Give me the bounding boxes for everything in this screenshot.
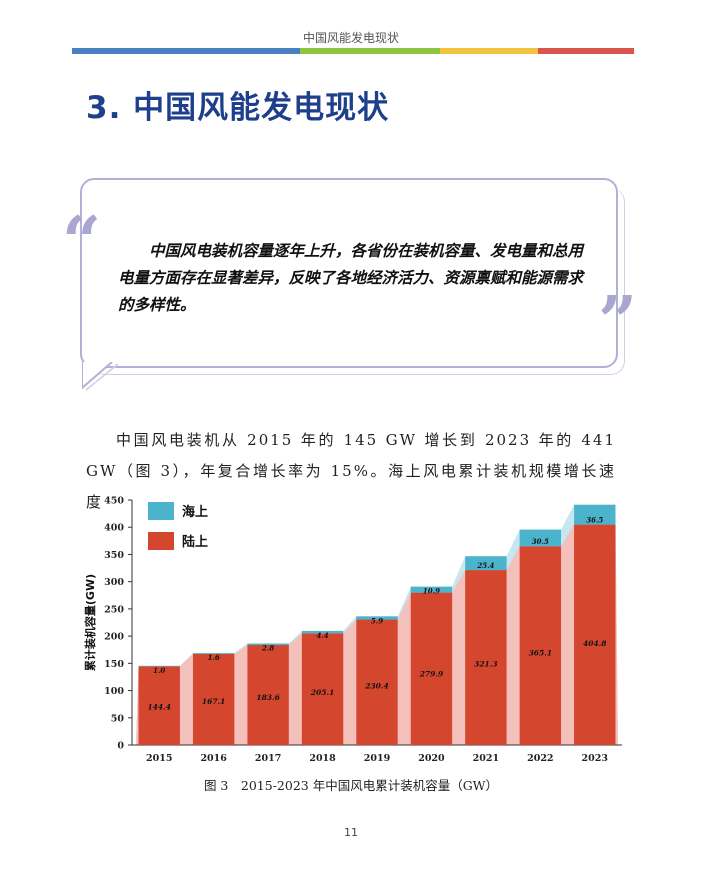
color-bar-yellow: [440, 48, 539, 54]
y-tick-label: 300: [104, 577, 124, 588]
data-label-offshore: 1.0: [153, 666, 165, 675]
data-label-onshore: 404.8: [583, 639, 607, 648]
quote-text: 中国风电装机容量逐年上升，各省份在装机容量、发电量和总用电量方面存在显著差异，反…: [118, 241, 584, 314]
data-label-onshore: 144.4: [147, 703, 171, 712]
y-tick-label: 450: [104, 496, 124, 507]
bar-onshore: [247, 645, 289, 745]
data-label-onshore: 205.1: [310, 688, 335, 697]
body-paragraph: 中国风电装机从 2015 年的 145 GW 增长到 2023 年的 441 G…: [86, 431, 616, 511]
y-tick-label: 200: [104, 632, 124, 643]
bar-onshore: [138, 666, 180, 745]
x-tick-label: 2015: [146, 753, 172, 764]
data-label-onshore: 183.6: [256, 693, 280, 702]
y-tick-label: 150: [104, 659, 124, 670]
data-label-offshore: 10.9: [423, 587, 440, 596]
quote-tail: [82, 362, 119, 391]
color-bar-blue: [72, 48, 300, 54]
bar-onshore: [465, 570, 507, 745]
x-tick-label: 2019: [364, 753, 391, 764]
data-label-onshore: 365.1: [529, 649, 553, 658]
wind-capacity-chart: 0 50 100 150 200 250 300 350 400 450 累计装机容量(GW) 144…: [83, 496, 622, 764]
data-label-offshore: 2.8: [261, 644, 274, 653]
y-tick-label: 250: [104, 604, 124, 615]
data-label-onshore: 167.1: [202, 697, 226, 706]
bar-offshore: [301, 630, 344, 634]
data-label-onshore: 321.3: [474, 659, 498, 668]
y-axis-title: 累计装机容量(GW): [83, 574, 97, 671]
bar-offshore: [410, 586, 453, 593]
running-header: 中国风能发电现状: [302, 31, 399, 45]
data-label-onshore: 230.4: [364, 682, 389, 691]
bar-offshore: [356, 616, 398, 620]
figure-caption: 图 3 2015-2023 年中国风电累计装机容量（GW）: [203, 778, 499, 793]
bar-onshore: [301, 633, 344, 745]
legend-label: 陆上: [182, 534, 208, 550]
bar-onshore: [192, 654, 235, 745]
open-quote-icon: “: [62, 202, 102, 282]
x-tick-label: 2022: [527, 753, 553, 764]
bar-offshore: [465, 556, 507, 571]
data-label-offshore: 30.5: [532, 537, 549, 546]
data-label-offshore: 1.6: [208, 653, 220, 662]
data-label-onshore: 279.9: [419, 669, 444, 678]
section-title: 3. 中国风能发电现状: [86, 90, 390, 126]
bar-onshore: [356, 619, 398, 745]
x-tick-label: 2016: [200, 753, 227, 764]
x-tick-label: 2017: [255, 753, 281, 764]
y-tick-label: 350: [104, 550, 124, 561]
data-label-offshore: 36.5: [586, 516, 603, 525]
bar-offshore: [192, 653, 235, 655]
close-quote-icon: ”: [598, 282, 638, 362]
y-tick-label: 50: [111, 713, 125, 724]
quote-box: [80, 178, 618, 368]
x-tick-label: 2020: [418, 753, 445, 764]
bar-offshore: [138, 665, 180, 667]
bar-offshore: [519, 529, 562, 547]
x-tick-label: 2021: [473, 753, 499, 764]
x-tick-label: 2018: [309, 753, 336, 764]
x-tick-label: 2023: [582, 753, 608, 764]
bar-offshore: [247, 643, 289, 646]
legend-swatch: [148, 532, 174, 550]
header-color-bar: [72, 48, 634, 54]
page-number: 11: [344, 826, 358, 839]
data-label-offshore: 25.4: [476, 561, 494, 570]
y-tick-label: 400: [104, 523, 124, 534]
y-tick-label: 100: [104, 686, 124, 697]
quote-box-shadow: [90, 188, 625, 375]
legend-swatch: [148, 502, 174, 520]
data-label-offshore: 5.9: [371, 616, 383, 625]
bar-onshore: [574, 524, 616, 745]
bar-offshore: [574, 504, 616, 525]
bar-onshore: [410, 592, 453, 745]
color-bar-red: [538, 48, 634, 54]
y-tick-label: 0: [117, 741, 124, 752]
legend-label: 海上: [182, 504, 208, 520]
color-bar-green: [299, 48, 441, 54]
bar-onshore: [519, 546, 562, 745]
data-label-offshore: 4.4: [316, 631, 328, 640]
